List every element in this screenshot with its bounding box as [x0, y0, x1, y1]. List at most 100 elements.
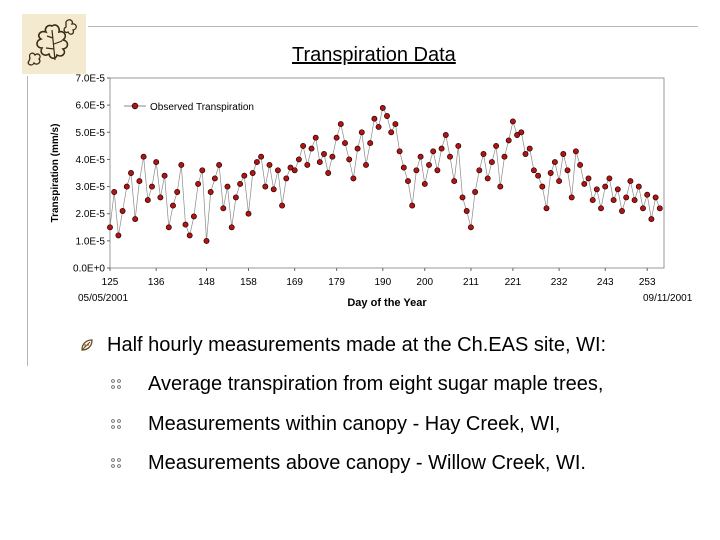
data-point: [375, 123, 382, 130]
data-point: [295, 156, 302, 163]
data-point: [249, 170, 256, 176]
data-point: [136, 178, 143, 185]
data-point: [560, 151, 567, 157]
data-point: [342, 140, 348, 147]
data-point: [585, 175, 592, 182]
data-point: [132, 216, 139, 223]
data-point: [199, 167, 206, 174]
leaf-bullet-icon: [81, 339, 93, 351]
data-point: [447, 153, 453, 160]
data-point: [203, 237, 210, 244]
data-point: [543, 205, 550, 212]
data-point: [589, 197, 596, 204]
x-tick-label: 211: [463, 277, 479, 288]
data-point: [149, 183, 155, 190]
data-point: [321, 151, 327, 157]
data-point: [358, 129, 365, 136]
x-tick-label: 232: [551, 277, 568, 288]
data-point: [367, 140, 374, 147]
y-tick-label: 3.0E-5: [76, 182, 106, 193]
data-point: [593, 186, 600, 193]
data-point: [161, 172, 168, 179]
data-point: [652, 194, 659, 201]
dots-bullet-icon: [111, 379, 121, 389]
data-point: [577, 161, 584, 168]
data-point: [274, 167, 281, 174]
x-tick-labels: 125 136 148 158 169 179 190 200 211 221 232 243 253: [102, 268, 656, 288]
data-point: [316, 159, 323, 166]
data-point: [384, 113, 390, 119]
y-tick-label: 0.0E+0: [73, 264, 105, 275]
data-point: [287, 164, 294, 171]
data-point: [270, 186, 277, 193]
data-point: [140, 153, 147, 160]
data-point: [413, 167, 420, 174]
data-point: [279, 202, 286, 209]
x-tick-label: 179: [328, 277, 345, 288]
data-point: [484, 175, 491, 182]
data-point: [157, 194, 164, 201]
data-point: [421, 180, 428, 187]
data-point: [190, 213, 197, 220]
data-point: [455, 142, 462, 149]
data-point: [379, 104, 386, 111]
data-point: [325, 170, 332, 176]
data-point: [610, 197, 617, 204]
data-point: [530, 167, 537, 174]
data-point: [535, 172, 542, 179]
x-tick-label: 243: [597, 277, 614, 288]
data-point: [329, 153, 336, 160]
data-point: [493, 142, 500, 149]
data-point: [207, 189, 214, 195]
data-point: [430, 148, 437, 155]
dots-bullet-icon: [111, 419, 121, 429]
y-tick-label: 2.0E-5: [76, 209, 106, 220]
data-point: [400, 164, 407, 171]
data-point: [216, 161, 223, 168]
data-point: [123, 183, 130, 190]
data-point: [178, 161, 185, 168]
data-point: [388, 129, 395, 136]
sub-bullet-text: Average transpiration from eight sugar m…: [148, 373, 604, 395]
data-point: [153, 159, 160, 166]
data-point: [363, 161, 369, 168]
data-point: [656, 205, 663, 212]
data-point: [371, 115, 378, 122]
data-point: [224, 183, 231, 190]
data-point: [526, 145, 533, 152]
x-tick-label: 125: [102, 277, 119, 288]
data-point: [119, 208, 126, 214]
data-point: [556, 178, 563, 185]
data-point: [144, 197, 151, 204]
data-point: [568, 194, 575, 201]
data-point: [350, 175, 357, 182]
data-point: [551, 159, 558, 166]
main-bullet-text: Half hourly measurements made at the Ch.…: [107, 334, 607, 356]
data-point: [564, 167, 571, 174]
data-point: [170, 202, 176, 209]
legend-marker: [131, 102, 139, 110]
data-point: [241, 172, 248, 179]
y-tick-label: 4.0E-5: [76, 155, 106, 166]
top-rule: [88, 26, 698, 27]
data-point: [459, 194, 466, 201]
data-point: [602, 183, 609, 190]
y-tick-label: 7.0E-5: [76, 74, 106, 85]
data-point: [346, 156, 353, 163]
data-point: [644, 191, 651, 198]
data-point: [547, 170, 554, 176]
data-point: [304, 161, 311, 168]
y-tick-label: 1.0E-5: [76, 236, 106, 247]
data-point: [354, 145, 361, 152]
data-point: [631, 197, 638, 204]
data-point: [522, 151, 529, 157]
x-tick-label: 148: [198, 277, 215, 288]
data-point: [174, 189, 181, 195]
data-point: [476, 167, 483, 174]
start-date-label: 05/05/2001: [78, 293, 129, 304]
legend-label: Observed Transpiration: [150, 102, 254, 113]
data-point: [434, 167, 441, 174]
data-point: [220, 205, 227, 212]
left-rule: [27, 76, 28, 366]
data-point: [505, 137, 512, 144]
